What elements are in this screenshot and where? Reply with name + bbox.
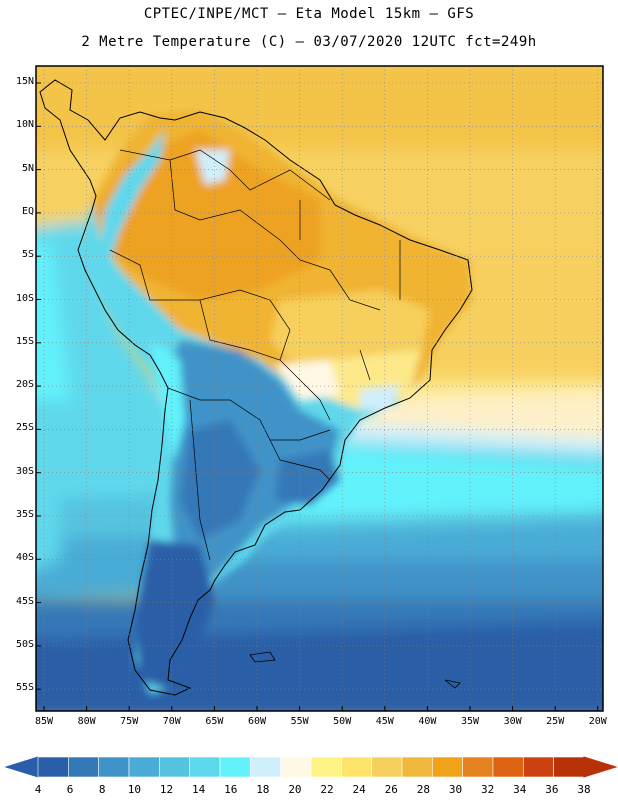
lat-label: 5S bbox=[21, 249, 34, 261]
colorbar-cell bbox=[371, 756, 403, 778]
colorbar-label: 36 bbox=[545, 783, 559, 796]
lon-label: 25W bbox=[546, 716, 565, 727]
lon-label: 50W bbox=[333, 716, 352, 727]
colorbar-low-arrow bbox=[4, 756, 39, 778]
colorbar-label: 18 bbox=[256, 783, 270, 796]
lat-label: 10S bbox=[15, 292, 34, 304]
colorbar-cell bbox=[159, 756, 190, 778]
lon-label: 80W bbox=[77, 716, 96, 727]
lat-label: 5N bbox=[21, 162, 34, 174]
lat-label: 35S bbox=[15, 509, 34, 520]
lon-label: 20W bbox=[588, 716, 607, 727]
colorbar-label: 8 bbox=[98, 783, 106, 796]
lat-label: 25S bbox=[15, 422, 34, 434]
lat-label: 30S bbox=[15, 465, 34, 477]
colorbar-label: 30 bbox=[448, 783, 463, 796]
lat-label: 15N bbox=[15, 76, 34, 87]
lat-label: EQ bbox=[21, 205, 34, 217]
colorbar-cell bbox=[462, 756, 494, 778]
lon-label: 75W bbox=[120, 716, 139, 727]
lat-label: 40S bbox=[15, 552, 34, 564]
colorbar-label: 12 bbox=[159, 783, 174, 796]
colorbar-label: 4 bbox=[34, 783, 42, 796]
lat-label: 50S bbox=[15, 638, 34, 650]
lat-label: 45S bbox=[15, 595, 34, 607]
lat-label: 20S bbox=[15, 379, 34, 391]
map-frame bbox=[35, 65, 604, 712]
colorbar-label: 22 bbox=[320, 783, 334, 796]
colorbar-cell bbox=[492, 756, 524, 778]
colorbar-cell bbox=[553, 756, 585, 778]
colorbar-label: 28 bbox=[416, 783, 431, 796]
lon-label: 45W bbox=[375, 716, 394, 727]
map-title-line1: CPTEC/INPE/MCT – Eta Model 15km – GFS bbox=[143, 6, 475, 22]
colorbar-cell bbox=[37, 756, 69, 778]
lon-label: 65W bbox=[205, 716, 224, 727]
lon-label: 60W bbox=[247, 716, 267, 727]
lon-label: 30W bbox=[503, 716, 522, 727]
colorbar-cell bbox=[128, 756, 160, 778]
colorbar-label: 6 bbox=[66, 783, 74, 796]
colorbar-label: 32 bbox=[481, 783, 495, 796]
lon-label: 40W bbox=[418, 716, 437, 727]
colorbar-label: 24 bbox=[352, 783, 366, 796]
lat-label: 10N bbox=[15, 119, 34, 131]
lon-label: 35W bbox=[460, 716, 480, 727]
colorbar-label: 14 bbox=[191, 783, 206, 796]
map-title-line2: 2 Metre Temperature (C) – 03/07/2020 12U… bbox=[81, 34, 537, 50]
lat-label: 15S bbox=[15, 335, 34, 347]
colorbar-cell bbox=[98, 756, 130, 778]
graticule bbox=[36, 66, 603, 711]
temperature-field bbox=[36, 66, 603, 711]
colorbar-label: 26 bbox=[384, 783, 398, 796]
colorbar-cell bbox=[280, 756, 312, 778]
lat-label: 55S bbox=[15, 682, 34, 694]
lon-label: 55W bbox=[290, 716, 309, 727]
colorbar-cell bbox=[523, 756, 554, 778]
colorbar-cell bbox=[310, 756, 342, 778]
colorbar-cell bbox=[432, 756, 463, 778]
colorbar-label: 16 bbox=[224, 783, 238, 796]
colorbar-cell bbox=[250, 756, 281, 778]
colorbar-label: 38 bbox=[577, 783, 591, 796]
colorbar-cell bbox=[219, 756, 251, 778]
colorbar-cell bbox=[341, 756, 372, 778]
colorbar-label: 34 bbox=[513, 783, 527, 796]
colorbar-cell bbox=[401, 756, 433, 778]
colorbar-label: 20 bbox=[288, 783, 302, 796]
colorbar-cell bbox=[68, 756, 99, 778]
colorbar-cell bbox=[189, 756, 221, 778]
colorbar bbox=[4, 756, 618, 778]
lon-label: 70W bbox=[162, 716, 181, 727]
lon-label: 85W bbox=[34, 716, 54, 727]
colorbar-high-arrow bbox=[583, 756, 618, 778]
colorbar-label: 10 bbox=[127, 783, 141, 796]
